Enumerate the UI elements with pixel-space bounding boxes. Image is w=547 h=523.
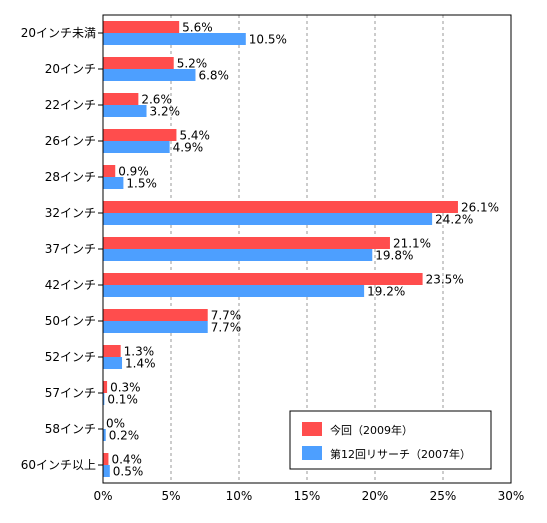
data-label: 0%	[106, 417, 125, 431]
bar-2009	[103, 129, 177, 141]
bar-2007	[103, 33, 246, 45]
x-tick-label: 25%	[430, 489, 457, 503]
bar-2009	[103, 453, 109, 465]
x-tick-label: 20%	[362, 489, 389, 503]
data-label: 6.8%	[198, 69, 229, 83]
bar-2007	[103, 393, 105, 405]
x-tick-label: 30%	[498, 489, 525, 503]
data-label: 0.1%	[107, 393, 138, 407]
data-label: 2.6%	[141, 93, 172, 107]
category-label: 58インチ	[45, 422, 96, 436]
bar-2009	[103, 381, 108, 393]
data-label: 5.6%	[182, 21, 213, 35]
data-label: 7.7%	[211, 321, 242, 335]
bar-2009	[103, 309, 208, 321]
bar-2009	[103, 57, 174, 69]
bar-2007	[103, 69, 196, 81]
legend-swatch	[302, 422, 322, 436]
bar-2007	[103, 177, 124, 189]
bar-2007	[103, 357, 123, 369]
axes-layer: 0% 5% 10% 15% 20% 25% 30%	[93, 14, 525, 503]
data-label: 1.4%	[125, 357, 156, 371]
data-label: 10.5%	[249, 33, 287, 47]
bar-2007	[103, 321, 208, 333]
bar-2009	[103, 345, 121, 357]
category-label: 50インチ	[45, 314, 96, 328]
bar-2007	[103, 285, 365, 297]
legend-box	[289, 410, 492, 470]
x-tick-label: 10%	[226, 489, 253, 503]
category-label: 26インチ	[45, 134, 96, 148]
category-label: 37インチ	[45, 242, 96, 256]
bar-2009	[103, 237, 390, 249]
category-label: 20インチ	[45, 62, 96, 76]
category-label: 57インチ	[45, 386, 96, 400]
data-label: 23.5%	[426, 273, 464, 287]
data-label: 0.9%	[118, 165, 148, 179]
legend-swatch	[302, 446, 322, 460]
bar-2009	[103, 21, 180, 33]
labels-layer: 20インチ未満 20インチ 22インチ 26インチ 28インチ 32インチ 37インチ 42イ…	[21, 21, 499, 479]
data-label: 19.2%	[367, 285, 405, 299]
bar-2009	[103, 93, 139, 105]
x-tick-label: 0%	[93, 489, 112, 503]
bar-2009	[103, 201, 458, 213]
bar-2009	[103, 165, 116, 177]
bar-2007	[103, 213, 433, 225]
data-label: 1.3%	[124, 345, 154, 359]
bar-2007	[103, 465, 110, 477]
legend-label: 今回（2009年）	[330, 423, 413, 437]
category-label: 20インチ未満	[21, 26, 96, 40]
data-label: 21.1%	[393, 237, 431, 251]
bar-2007	[103, 105, 147, 117]
category-label: 28インチ	[45, 170, 96, 184]
data-label: 1.5%	[126, 177, 156, 191]
legend: 今回（2009年） 第12回リサーチ（2007年）	[289, 410, 492, 470]
bar-2007	[103, 141, 170, 153]
data-label: 0.2%	[109, 429, 140, 443]
bar-2007	[103, 249, 373, 261]
data-label: 7.7%	[211, 309, 242, 323]
category-label: 42インチ	[45, 278, 96, 292]
x-tick-label: 5%	[161, 489, 180, 503]
category-label: 22インチ	[45, 98, 96, 112]
data-label: 4.9%	[173, 141, 204, 155]
category-label: 32インチ	[45, 206, 96, 220]
bars-layer	[103, 21, 458, 477]
data-label: 5.2%	[177, 57, 208, 71]
legend-label: 第12回リサーチ（2007年）	[330, 447, 471, 461]
data-label: 26.1%	[461, 201, 499, 215]
category-label: 60インチ以上	[21, 458, 96, 472]
category-label: 52インチ	[45, 350, 96, 364]
data-label: 0.4%	[111, 453, 142, 467]
data-label: 0.3%	[110, 381, 141, 395]
data-label: 3.2%	[150, 105, 181, 119]
data-label: 19.8%	[375, 249, 413, 263]
bar-2007	[103, 429, 106, 441]
bar-2009	[103, 273, 423, 285]
data-label: 0.5%	[113, 465, 144, 479]
data-label: 24.2%	[435, 213, 473, 227]
data-label: 5.4%	[179, 129, 210, 143]
x-tick-label: 15%	[294, 489, 321, 503]
